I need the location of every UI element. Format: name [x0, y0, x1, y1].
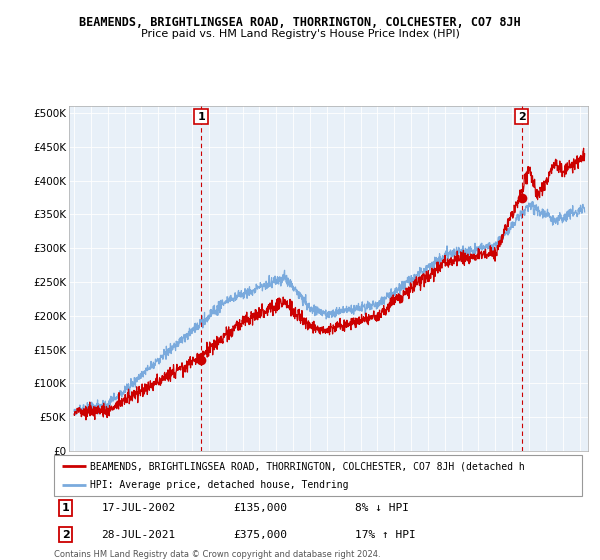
Text: 8% ↓ HPI: 8% ↓ HPI	[355, 503, 409, 513]
Text: 2: 2	[62, 530, 70, 540]
Text: Contains HM Land Registry data © Crown copyright and database right 2024.
This d: Contains HM Land Registry data © Crown c…	[54, 550, 380, 560]
FancyBboxPatch shape	[54, 455, 582, 496]
Text: Price paid vs. HM Land Registry's House Price Index (HPI): Price paid vs. HM Land Registry's House …	[140, 29, 460, 39]
Text: 17% ↑ HPI: 17% ↑ HPI	[355, 530, 416, 540]
Text: HPI: Average price, detached house, Tendring: HPI: Average price, detached house, Tend…	[90, 480, 349, 489]
Text: £135,000: £135,000	[233, 503, 287, 513]
Text: BEAMENDS, BRIGHTLINGSEA ROAD, THORRINGTON, COLCHESTER, CO7 8JH (detached h: BEAMENDS, BRIGHTLINGSEA ROAD, THORRINGTO…	[90, 461, 524, 471]
Text: 1: 1	[62, 503, 70, 513]
Text: 2: 2	[518, 111, 526, 122]
Text: £375,000: £375,000	[233, 530, 287, 540]
Text: 17-JUL-2002: 17-JUL-2002	[101, 503, 176, 513]
Text: BEAMENDS, BRIGHTLINGSEA ROAD, THORRINGTON, COLCHESTER, CO7 8JH: BEAMENDS, BRIGHTLINGSEA ROAD, THORRINGTO…	[79, 16, 521, 29]
Text: 1: 1	[197, 111, 205, 122]
Text: 28-JUL-2021: 28-JUL-2021	[101, 530, 176, 540]
